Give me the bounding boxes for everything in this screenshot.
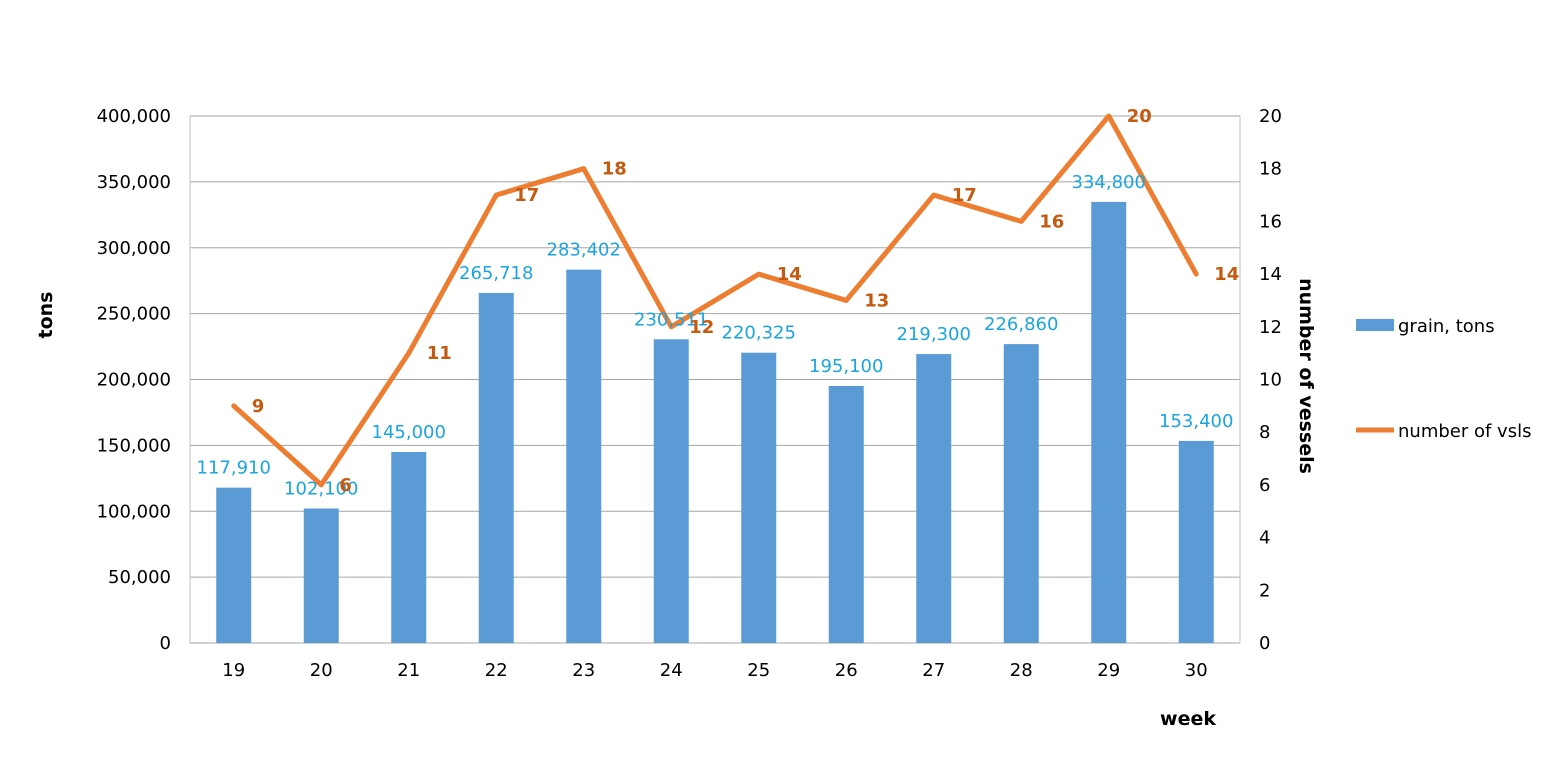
line-series [231, 113, 1199, 488]
y2-tick-label: 0 [1259, 633, 1270, 654]
bar [653, 339, 689, 643]
series-line [231, 113, 1199, 488]
y-tick-label: 50,000 [108, 567, 171, 588]
line-data-label: 17 [514, 185, 539, 206]
line-data-label: 18 [602, 159, 627, 180]
line-data-label: 6 [339, 475, 352, 496]
bar-data-label: 220,325 [722, 323, 796, 344]
x-tick-label: 27 [922, 660, 945, 681]
y2-tick-label: 18 [1259, 159, 1282, 180]
bar [1003, 344, 1039, 643]
y2-tick-label: 10 [1259, 370, 1282, 391]
y2-tick-label: 4 [1259, 528, 1270, 549]
y-tick-label: 100,000 [97, 501, 171, 522]
y-tick-label: 350,000 [97, 172, 171, 193]
y2-tick-label: 14 [1259, 264, 1282, 285]
bar-data-label: 265,718 [459, 263, 533, 284]
x-tick-label: 20 [310, 660, 333, 681]
x-tick-label: 23 [572, 660, 595, 681]
bar-data-label: 195,100 [809, 356, 883, 377]
line-data-label: 12 [689, 317, 714, 338]
line-data-label: 17 [952, 185, 977, 206]
x-tick-label: 26 [835, 660, 858, 681]
y-axis-ticks: 0 50,000 100,000 150,000 200,000 250,000 300,0… [97, 106, 171, 654]
y-tick-label: 200,000 [97, 370, 171, 391]
gridlines [189, 115, 1241, 644]
bar [566, 269, 602, 643]
bar-data-label: 145,000 [372, 422, 446, 443]
bar-data-label: 219,300 [897, 324, 971, 345]
bar-data-label: 283,402 [547, 240, 621, 261]
y-tick-label: 300,000 [97, 238, 171, 259]
bar-data-label: 334,800 [1072, 172, 1146, 193]
y-axis-title: tons [35, 292, 57, 339]
bar [478, 292, 514, 643]
line-data-label: 9 [252, 396, 265, 417]
y2-tick-label: 8 [1259, 422, 1270, 443]
legend-label-vessels: number of vsls [1398, 421, 1531, 442]
legend-swatch-grain [1356, 319, 1394, 331]
x-axis-ticks: 19 20 21 22 23 24 25 26 27 28 29 30 [222, 660, 1207, 681]
line-data-label: 11 [427, 343, 452, 364]
bar [391, 451, 427, 643]
y2-tick-label: 2 [1259, 580, 1270, 601]
bar [216, 487, 252, 643]
bar [741, 352, 777, 643]
y-tick-label: 250,000 [97, 304, 171, 325]
x-tick-label: 21 [397, 660, 420, 681]
x-axis-title: week [1160, 708, 1216, 730]
bar [1091, 201, 1127, 643]
bar-data-label: 102,100 [284, 478, 358, 499]
x-tick-label: 29 [1097, 660, 1120, 681]
y-tick-label: 400,000 [97, 106, 171, 127]
bar-series [216, 201, 1214, 643]
x-tick-label: 19 [222, 660, 245, 681]
x-tick-label: 28 [1010, 660, 1033, 681]
legend-label-grain: grain, tons [1398, 316, 1495, 337]
y2-axis-ticks: 0 2 4 6 8 10 12 14 16 18 20 [1259, 106, 1282, 654]
line-data-label: 13 [864, 290, 889, 311]
y-tick-label: 0 [160, 633, 171, 654]
legend: grain, tons number of vsls [1356, 316, 1531, 442]
line-data-label: 14 [777, 264, 802, 285]
line-data-label: 14 [1214, 264, 1239, 285]
y2-axis-title: number of vessels [1295, 278, 1317, 474]
x-tick-label: 22 [485, 660, 508, 681]
bar-data-label: 230,511 [634, 309, 708, 330]
line-data-label: 20 [1127, 106, 1152, 127]
bar-data-label: 117,910 [197, 458, 271, 479]
x-tick-label: 25 [747, 660, 770, 681]
y-tick-label: 150,000 [97, 435, 171, 456]
line-data-label: 16 [1039, 211, 1064, 232]
x-tick-label: 24 [660, 660, 683, 681]
bar [1178, 440, 1214, 643]
bar [828, 385, 864, 643]
line-data-labels: 9 6 11 17 18 12 14 13 17 16 20 14 [252, 106, 1240, 496]
bar-data-labels: 117,910 102,100 145,000 265,718 283,402 230,5… [197, 172, 1234, 500]
bar-data-label: 153,400 [1159, 411, 1233, 432]
bar [916, 354, 952, 643]
y2-tick-label: 16 [1259, 211, 1282, 232]
bar-data-label: 226,860 [984, 314, 1058, 335]
x-tick-label: 30 [1185, 660, 1208, 681]
y2-tick-label: 20 [1259, 106, 1282, 127]
bar [303, 508, 339, 643]
y2-tick-label: 12 [1259, 317, 1282, 338]
y2-tick-label: 6 [1259, 475, 1270, 496]
